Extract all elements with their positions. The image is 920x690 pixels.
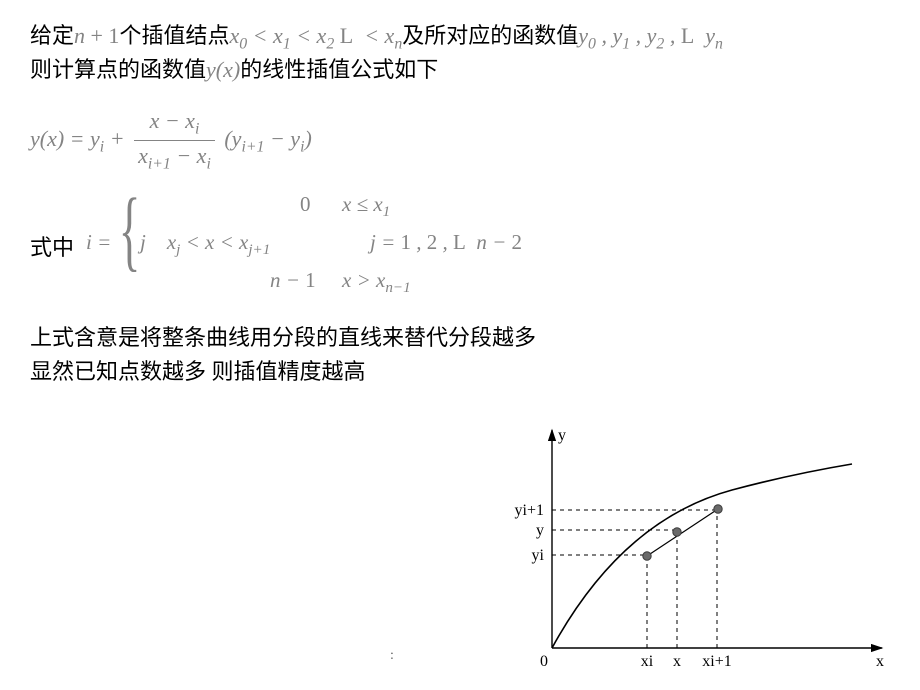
interpolation-formula: y(x) = yi + x − xi xi+1 − xi (yi+1 − yi)	[30, 108, 312, 174]
svg-text:x: x	[673, 653, 681, 670]
svg-text:yi: yi	[532, 547, 545, 564]
case3-r: x > xn−1	[342, 268, 411, 297]
case2-l: j xj < x < xj+1	[140, 230, 270, 259]
t2: 个插值结点	[119, 23, 229, 48]
graph-svg: 0 x y xi x xi+1 yi y yi+1	[432, 410, 912, 680]
svg-text:yi+1: yi+1	[515, 502, 544, 519]
t: 式中	[30, 235, 74, 260]
case1-r: x ≤ x1	[342, 192, 390, 221]
colon-mark: :	[390, 648, 394, 664]
case1-l: 0	[300, 192, 311, 217]
svg-text:y: y	[536, 522, 544, 539]
line6: 显然已知点数越多 则插值精度越高	[30, 354, 366, 386]
line1: 给定n + 1个插值结点x0 < x1 < x2 L < xn及所对应的函数值y…	[30, 18, 723, 53]
svg-text:xi+1: xi+1	[702, 653, 731, 670]
line2: 则计算点的函数值y(x)的线性插值公式如下	[30, 52, 438, 84]
yx: y(x)	[206, 57, 240, 82]
interpolation-graph: 0 x y xi x xi+1 yi y yi+1	[432, 410, 912, 690]
t3: 及所对应的函数值	[402, 23, 578, 48]
line5: 上式含意是将整条曲线用分段的直线来替代分段越多	[30, 320, 536, 352]
case3-l: n − 1	[270, 268, 316, 293]
svg-text:xi: xi	[641, 653, 654, 670]
svg-text:x: x	[876, 653, 884, 670]
t: 给定	[30, 23, 74, 48]
case-i-eq: i =	[86, 230, 111, 255]
case-prefix: 式中	[30, 230, 74, 262]
yvals: y0 , y1 , y2 , L yn	[578, 23, 723, 48]
m: n	[74, 23, 85, 48]
t2: 的线性插值公式如下	[240, 57, 438, 82]
svg-text:y: y	[558, 427, 566, 444]
nodes: x0 < x1 < x2 L < xn	[229, 23, 402, 48]
svg-text:0: 0	[540, 653, 548, 670]
t: 则计算点的函数值	[30, 57, 206, 82]
m2: + 1	[85, 23, 119, 48]
brace-icon: {	[119, 186, 141, 276]
case2-r: j = 1 , 2 , L n − 2	[370, 230, 522, 255]
